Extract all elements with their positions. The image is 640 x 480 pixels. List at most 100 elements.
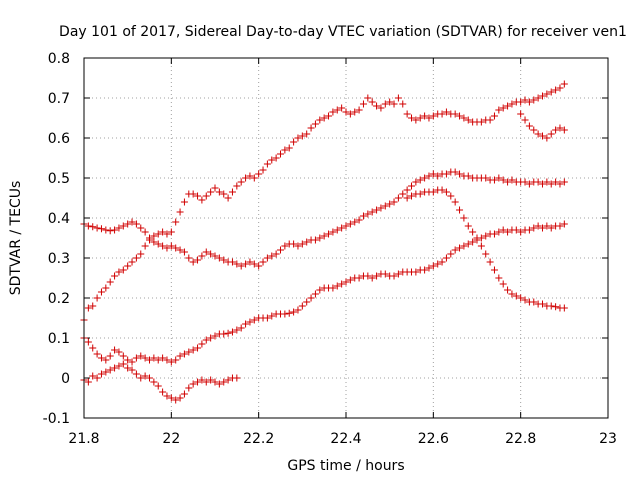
data-point [228,188,236,196]
data-point [163,392,171,400]
data-point [530,224,538,232]
data-point [93,294,101,302]
data-point [416,114,424,122]
data-point [373,206,381,214]
data-point [338,104,346,112]
data-point [84,304,92,312]
data-point [263,314,271,322]
data-point [434,260,442,268]
data-point [119,222,127,230]
data-point [429,188,437,196]
data-point [84,378,92,386]
data-point [311,236,319,244]
data-point [202,336,210,344]
data-point [451,198,459,206]
y-tick-label: 0.8 [48,51,70,67]
data-point [207,334,215,342]
data-point [408,182,415,190]
data-point [172,396,180,404]
data-point [185,348,193,356]
data-point [220,378,228,386]
data-point [355,216,363,224]
data-point [534,222,542,230]
data-point [207,250,215,258]
data-point [338,224,346,232]
data-point [198,340,206,348]
data-point [146,356,153,364]
data-point [303,238,311,246]
data-point [189,190,197,198]
x-tick-label: 22.6 [418,431,449,447]
data-point [499,280,507,288]
data-point [242,260,250,268]
data-point [325,112,333,120]
y-tick-label: 0.4 [48,211,70,227]
data-point [521,296,529,304]
data-point [167,394,175,402]
data-point [211,252,219,260]
data-point [97,370,105,378]
data-point [477,242,485,250]
data-point [490,176,498,184]
data-point [333,106,341,114]
data-point [359,212,367,220]
data-point [368,274,376,282]
y-tick-label: 0.7 [48,91,70,107]
y-tick-label: 0.5 [48,171,70,187]
data-point [359,100,367,108]
data-point [373,102,381,110]
data-point [381,100,389,108]
data-point [333,282,341,290]
data-point [364,94,372,102]
data-point [421,174,429,182]
data-point [499,176,507,184]
data-point [290,138,298,146]
data-point [495,174,503,182]
data-point [268,156,276,164]
data-point [517,294,525,302]
data-point [482,250,490,258]
data-point [281,146,289,154]
data-point [451,110,459,118]
data-point [146,374,153,382]
data-point [460,214,468,222]
data-point [137,224,145,232]
data-point [198,196,206,204]
data-point [263,160,271,168]
data-point [281,242,289,250]
data-point [137,352,145,360]
data-point [137,374,145,382]
data-point [172,244,180,252]
data-point [390,272,398,280]
data-point [154,230,162,238]
data-point [119,360,127,368]
data-point [124,262,132,270]
data-point [224,329,232,337]
data-point [167,242,175,250]
data-point [447,250,455,258]
data-point [97,288,105,296]
data-point [294,134,302,142]
data-point [111,272,119,280]
data-point [242,174,250,182]
data-point [250,260,258,268]
data-point [425,172,433,180]
data-point [93,374,101,382]
data-point [180,198,188,206]
data-point [233,182,241,190]
x-tick-label: 22.8 [505,431,536,447]
data-point [456,244,464,252]
data-point [504,228,512,236]
data-point [377,204,385,212]
data-point [364,210,372,218]
data-point [556,222,564,230]
data-point [504,102,512,110]
data-point [438,186,446,194]
data-point [403,194,411,202]
data-point [172,218,180,226]
data-point [403,110,411,118]
data-point [464,222,472,230]
data-point [399,100,407,108]
data-point [228,258,236,266]
data-point [482,174,490,182]
